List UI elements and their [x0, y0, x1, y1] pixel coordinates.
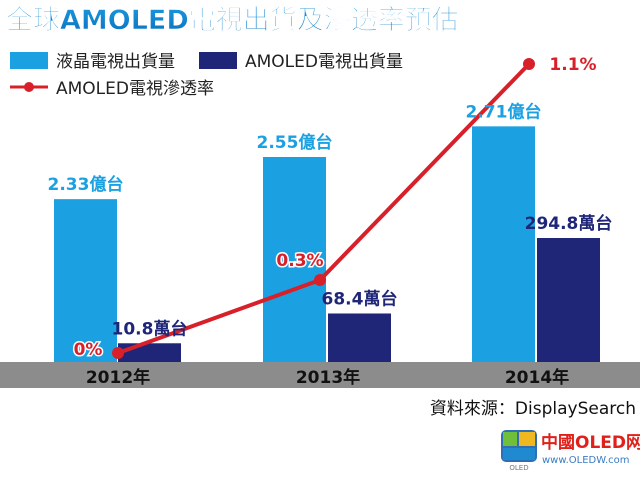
chart-title: 全球AMOLED電視出貨及滲透率預估 — [5, 4, 459, 36]
penetration-label-2: 1.1% — [549, 55, 596, 75]
data-labels: 2.33億台 10.8萬台 2.55億台 68.4萬台 2.71億台 294.8萬台 0% 0… — [48, 54, 613, 362]
bar-lcd-2 — [472, 126, 535, 362]
penetration-label-1: 0.3% — [276, 251, 323, 271]
bar-amoled-1 — [328, 313, 391, 362]
svg-text:中國OLED网: 中國OLED网 — [541, 432, 640, 453]
penetration-line-group — [112, 58, 535, 359]
legend: 液晶電視出貨量 AMOLED電視出貨量 AMOLED電視滲透率 — [10, 52, 403, 99]
label-lcd-2: 2.71億台 — [466, 101, 542, 122]
legend-swatch-amoled — [199, 52, 237, 69]
label-lcd-1: 2.55億台 — [257, 132, 333, 153]
watermark-logo: OLED 中國OLED网 www.OLEDW.com — [501, 430, 640, 472]
legend-swatch-lcd — [10, 52, 48, 69]
svg-text:OLED: OLED — [509, 464, 528, 472]
svg-text:www.OLEDW.com: www.OLEDW.com — [542, 455, 630, 466]
bar-lcd-1 — [263, 157, 326, 362]
label-amoled-1: 68.4萬台 — [322, 288, 398, 309]
legend-label-penetration: AMOLED電視滲透率 — [56, 79, 214, 99]
label-lcd-0: 2.33億台 — [48, 174, 124, 195]
penetration-label-0: 0% — [74, 340, 103, 360]
bar-amoled-2 — [537, 238, 600, 362]
label-amoled-2: 294.8萬台 — [525, 213, 613, 234]
penetration-point-2 — [523, 58, 535, 70]
bars — [54, 126, 600, 362]
penetration-point-0 — [112, 347, 124, 359]
penetration-point-1 — [314, 274, 326, 286]
tick-label-2: 2014年 — [505, 367, 569, 388]
x-axis-band — [0, 362, 640, 388]
tick-label-0: 2012年 — [86, 367, 150, 388]
legend-marker-penetration — [24, 82, 34, 92]
label-amoled-0: 10.8萬台 — [112, 318, 188, 339]
bar-lcd-0 — [54, 199, 117, 362]
tick-label-1: 2013年 — [296, 367, 360, 388]
legend-label-amoled: AMOLED電視出貨量 — [245, 52, 403, 72]
source-note: 資料來源：DisplaySearch — [430, 399, 636, 419]
bar-amoled-0 — [118, 343, 181, 362]
legend-label-lcd: 液晶電視出貨量 — [56, 52, 175, 72]
x-axis-ticks: 2012年 2013年 2014年 — [86, 367, 569, 388]
